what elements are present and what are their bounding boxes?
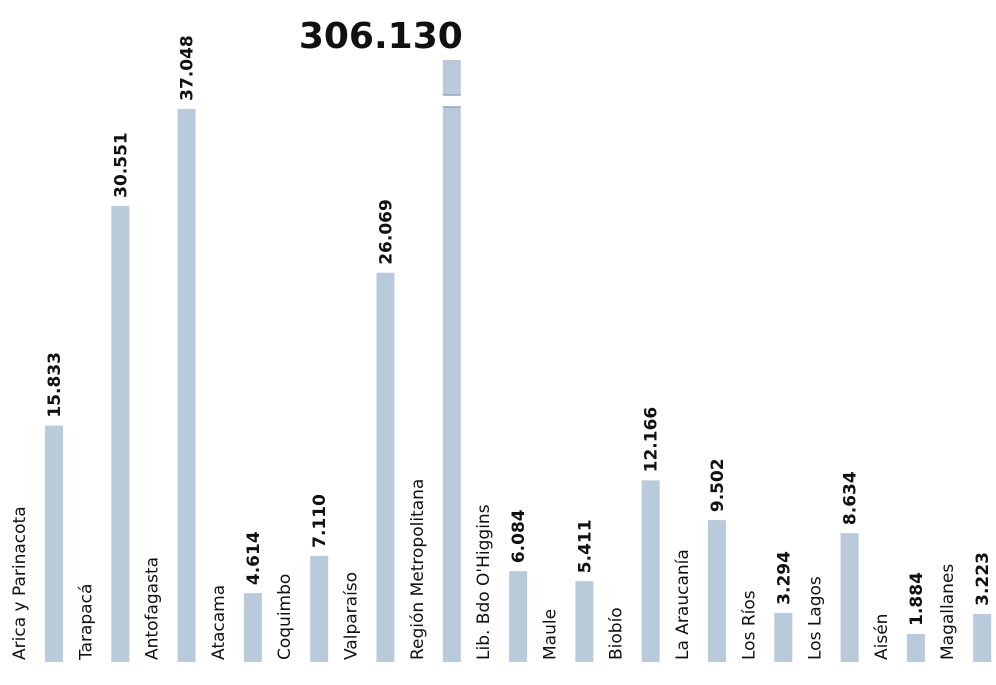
data-label: 9.502 (708, 458, 728, 512)
axis-break-gap (441, 95, 462, 107)
data-label: 12.166 (642, 407, 662, 473)
data-label: 306.130 (299, 16, 463, 57)
bar (708, 520, 726, 662)
category-label: Los Ríos (739, 590, 759, 660)
data-label: 8.634 (841, 471, 861, 525)
category-label: Magallanes (938, 564, 958, 660)
data-label: 26.069 (377, 199, 397, 265)
data-label: 5.411 (575, 519, 595, 573)
category-label: Región Metropolitana (408, 479, 428, 660)
data-label: 6.084 (509, 509, 529, 563)
category-label: Lib. Bdo O'Higgins (474, 504, 494, 660)
bar (906, 633, 925, 662)
category-label: Maule (540, 609, 560, 660)
bar (442, 60, 461, 662)
data-label: 4.614 (244, 531, 264, 585)
category-label: La Araucanía (673, 549, 693, 660)
bar (243, 593, 262, 662)
data-label: 3.223 (973, 552, 993, 606)
data-label: 1.884 (907, 572, 927, 626)
bar (177, 108, 196, 663)
bar (774, 612, 793, 662)
category-label: Biobío (607, 607, 627, 660)
bar (509, 571, 528, 662)
category-label: Coquimbo (275, 574, 295, 660)
bar (111, 205, 130, 662)
data-label: 7.110 (310, 494, 330, 548)
bar (376, 272, 395, 662)
category-label: Tarapacá (76, 584, 96, 661)
bar (840, 533, 859, 662)
bar (575, 581, 594, 662)
category-label: Valparaíso (342, 572, 362, 660)
data-label: 37.048 (178, 35, 198, 101)
category-label: Aisén (872, 614, 892, 660)
category-label: Arica y Parinacota (10, 506, 30, 660)
data-label: 15.833 (45, 352, 65, 418)
data-label: 3.294 (774, 551, 794, 605)
data-label: 30.551 (111, 132, 131, 198)
bar (310, 555, 329, 662)
category-label: Antofagasta (143, 557, 163, 660)
bar (973, 613, 992, 662)
bar (45, 425, 63, 662)
bar (641, 480, 660, 662)
category-label: Los Lagos (806, 576, 826, 660)
category-label: Atacama (209, 585, 229, 660)
